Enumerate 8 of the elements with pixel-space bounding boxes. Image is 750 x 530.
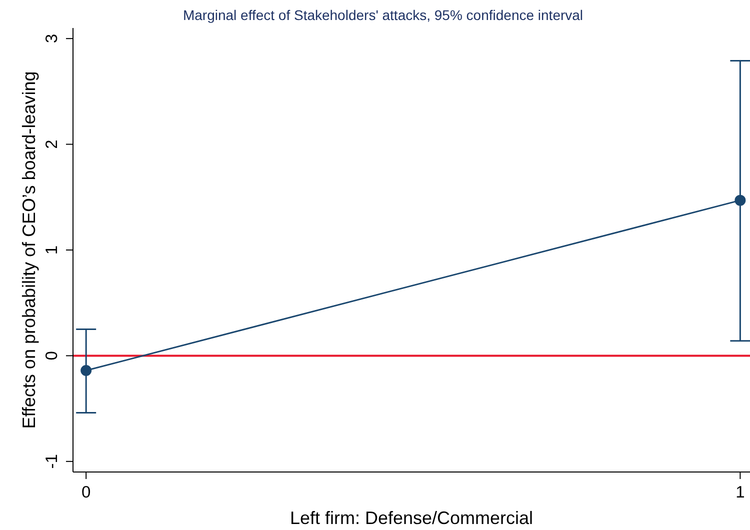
x-axis-title: Left firm: Defense/Commercial (290, 508, 534, 528)
chart-title: Marginal effect of Stakeholders' attacks, 95% confidence interval (182, 6, 584, 25)
y-tick-label: 0 (43, 351, 61, 360)
y-tick-label: 3 (43, 34, 61, 44)
y-tick-label: -1 (43, 454, 61, 469)
y-axis-title: Effects on probability of CEO’s board-leaving (18, 71, 39, 429)
y-tick-label: 2 (43, 140, 61, 149)
y-tick-label: 1 (43, 245, 61, 255)
